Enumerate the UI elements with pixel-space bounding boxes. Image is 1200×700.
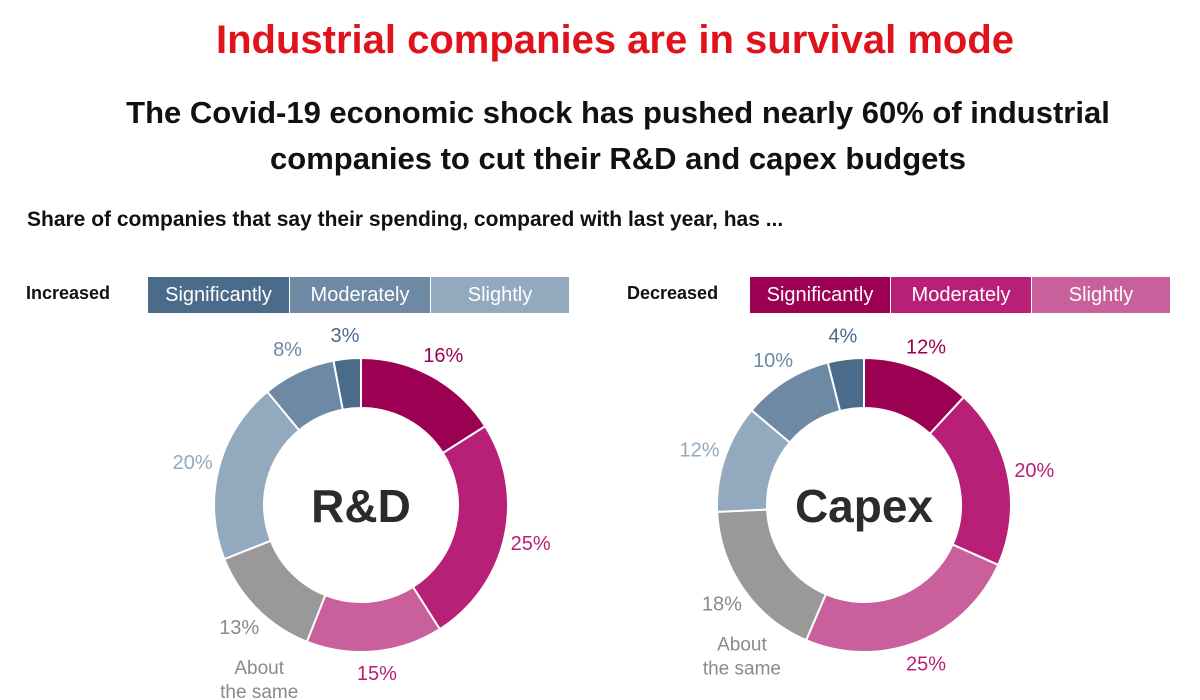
donut-capex-value-label-3: 18% xyxy=(702,594,742,616)
donut-rd-category-label: About xyxy=(234,658,284,679)
donut-rd-segment-4 xyxy=(213,390,301,561)
legend-decreased-slightly: Slightly xyxy=(1031,277,1170,313)
donut-rd-value-label-4: 20% xyxy=(173,452,213,474)
donut-capex-segment-2 xyxy=(804,543,1000,653)
donut-capex-value-label-6: 4% xyxy=(828,326,857,348)
donut-rd: 16% 25% 15% 13% About the same 20% 8% 3% R&D xyxy=(173,325,551,700)
donut-rd-value-label-5: 8% xyxy=(273,339,302,361)
donut-rd-value-label-1: 25% xyxy=(511,533,551,555)
donut-capex-segment-6 xyxy=(826,356,865,413)
donut-rd-category-label: the same xyxy=(220,682,298,700)
donut-rd-value-label-3: 13% xyxy=(219,617,259,639)
chart-lead-text: Share of companies that say their spendi… xyxy=(27,208,784,231)
legend-increased-title: Increased xyxy=(26,283,111,303)
donut-capex-category-label: About xyxy=(717,635,767,656)
subheadline-line-1: The Covid-19 economic shock has pushed n… xyxy=(126,95,1110,130)
subheadline: The Covid-19 economic shock has pushed n… xyxy=(0,90,1200,182)
donut-rd-center-label: R&D xyxy=(311,480,411,532)
donut-capex-value-label-4: 12% xyxy=(679,439,719,461)
donut-capex-category-label: the same xyxy=(703,659,781,680)
legend-decreased-significantly: Significantly xyxy=(750,277,890,313)
donut-capex: 12% 20% 25% 18% About the same 12% 10% 4% Capex xyxy=(679,326,1054,680)
legend-decreased-title: Decreased xyxy=(627,283,719,303)
donut-rd-value-label-6: 3% xyxy=(330,325,359,347)
donut-capex-value-label-0: 12% xyxy=(906,337,946,359)
donut-capex-value-label-2: 25% xyxy=(906,653,946,675)
donut-rd-value-label-0: 16% xyxy=(423,345,463,367)
donut-capex-segment-1 xyxy=(928,395,1012,567)
headline: Industrial companies are in survival mod… xyxy=(215,18,1015,62)
subheadline-line-2: companies to cut their R&D and capex bud… xyxy=(270,141,966,176)
donut-capex-value-label-5: 10% xyxy=(753,350,793,372)
donut-capex-value-label-1: 20% xyxy=(1014,460,1054,482)
legend-increased-moderately: Moderately xyxy=(289,277,430,313)
donut-rd-segment-1 xyxy=(411,424,509,631)
donut-capex-center-label: Capex xyxy=(795,480,933,532)
donut-rd-segment-2 xyxy=(305,585,442,653)
legend-decreased-moderately: Moderately xyxy=(890,277,1031,313)
donut-rd-segment-6 xyxy=(332,356,362,411)
donut-rd-value-label-2: 15% xyxy=(357,663,397,685)
legend-increased-slightly: Slightly xyxy=(430,277,569,313)
legend-increased-significantly: Significantly xyxy=(148,277,289,313)
